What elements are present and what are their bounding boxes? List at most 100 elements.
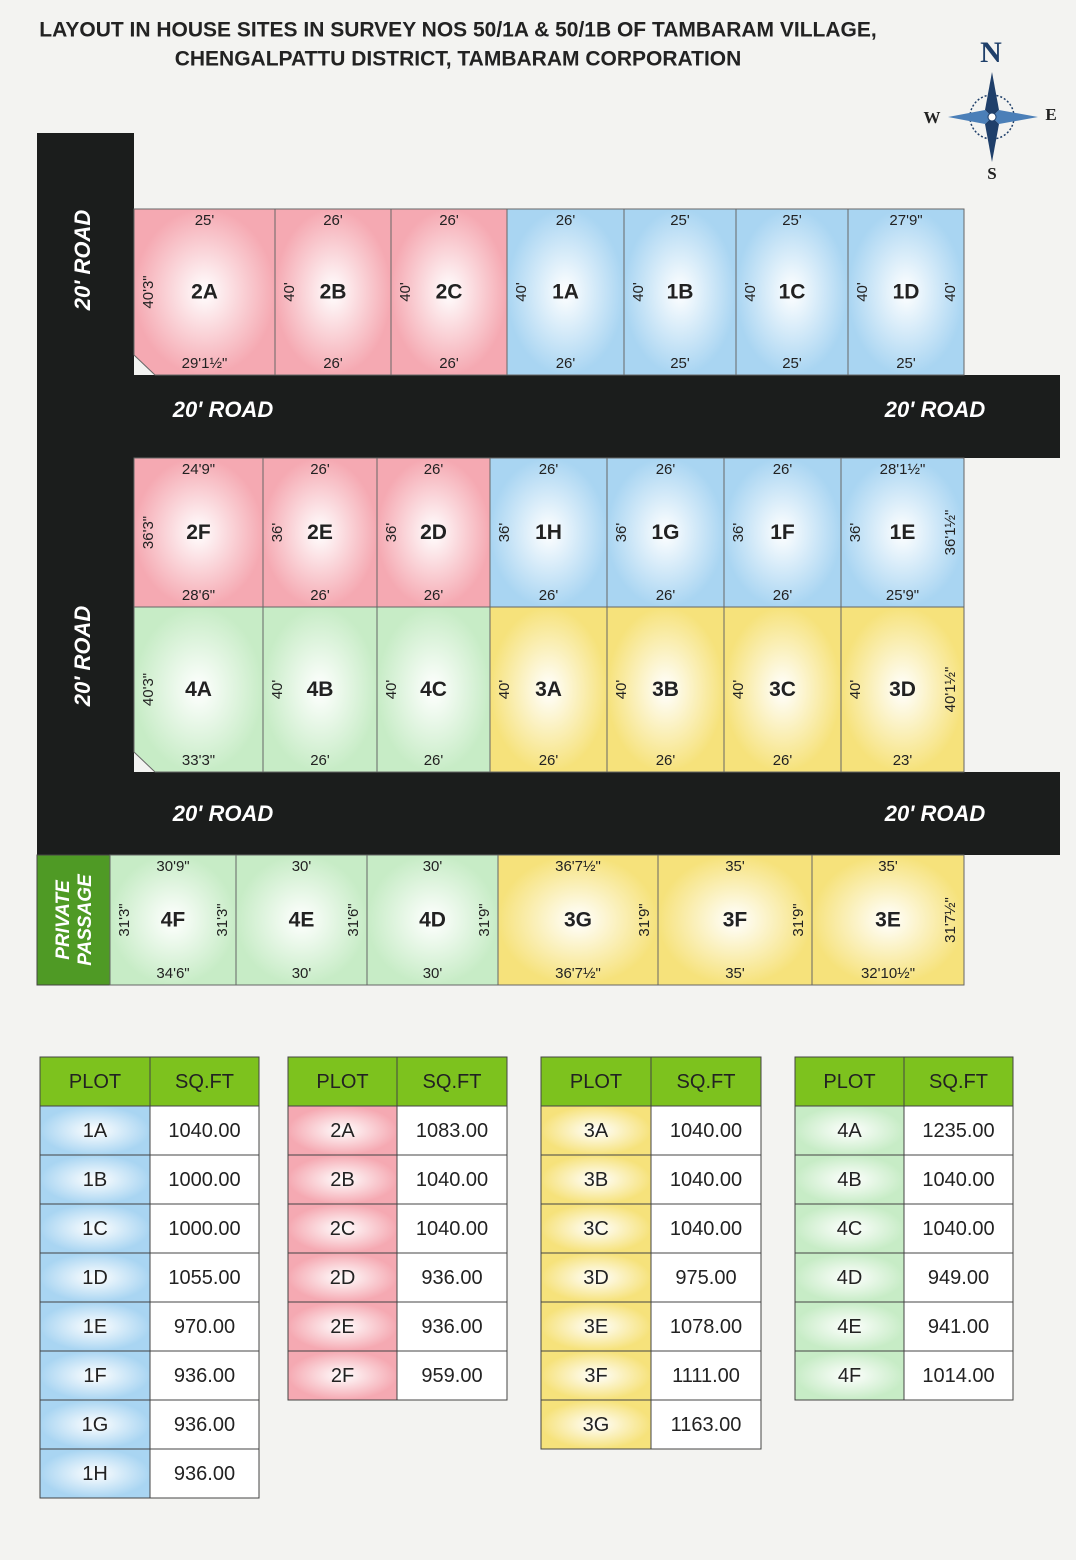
area-cell (149, 1301, 260, 1352)
dimension: 40'1½" (942, 667, 959, 713)
plot-name: 1F (770, 521, 795, 544)
dimension: 25' (195, 212, 215, 229)
road-label: 20' ROAD (172, 397, 274, 422)
plot-id: 1F (83, 1365, 106, 1387)
dimension: 26' (539, 752, 559, 769)
plot-area: 1000.00 (168, 1169, 240, 1191)
dimension: 30' (292, 858, 312, 875)
road-label: 20' ROAD (172, 801, 274, 826)
area-cell (396, 1350, 508, 1401)
area-cell (650, 1203, 762, 1254)
plot-id: 4F (838, 1365, 861, 1387)
dimension: 35' (725, 858, 745, 875)
plot-area: 1235.00 (922, 1120, 994, 1142)
dimension: 36'3" (140, 516, 157, 549)
plot-name: 3F (723, 909, 748, 932)
dimension: 36' (613, 523, 630, 543)
plot-id: 2D (330, 1267, 356, 1289)
area-cell (903, 1301, 1014, 1352)
dimension: 28'6" (182, 587, 215, 604)
compass-west: W (924, 108, 941, 127)
plot-name: 4D (419, 909, 446, 932)
plot-area: 1055.00 (168, 1267, 240, 1289)
plot-id: 4C (837, 1218, 863, 1240)
plot-cell (794, 1252, 905, 1303)
plot-name: 2B (320, 281, 347, 304)
dimension: 26' (323, 212, 343, 229)
plot-cell (540, 1350, 652, 1401)
dimension: 35' (878, 858, 898, 875)
roads (37, 133, 1060, 855)
plot-id: 3C (583, 1218, 609, 1240)
area-cell (903, 1105, 1014, 1156)
plot-name: 4A (185, 678, 212, 701)
plot-cell (287, 1105, 398, 1156)
plot-name: 4B (307, 678, 334, 701)
header-cell: PLOT (570, 1071, 622, 1093)
title: CHENGALPATTU DISTRICT, TAMBARAM CORPORAT… (175, 48, 742, 71)
dimension: 40' (496, 680, 513, 700)
header-cell: SQ.FT (929, 1071, 988, 1093)
plot-id: 3E (584, 1316, 608, 1338)
dimension: 40'3" (140, 275, 157, 308)
dimension: 26' (556, 212, 576, 229)
plot (133, 606, 264, 773)
dimension: 36' (269, 523, 286, 543)
header-cell: SQ.FT (677, 1071, 736, 1093)
dimension: 36'7½" (555, 858, 601, 875)
plot-name: 1G (651, 521, 679, 544)
plot-name: 2C (436, 281, 463, 304)
dimension: 26' (424, 587, 444, 604)
plot-name: 1A (552, 281, 579, 304)
plot-cell (39, 1105, 151, 1156)
plot-area: 1040.00 (168, 1120, 240, 1142)
plot-cell (794, 1350, 905, 1401)
plot-area: 1040.00 (416, 1218, 488, 1240)
area-cell (650, 1350, 762, 1401)
dimension: 30'9" (156, 858, 189, 875)
plot-id: 1A (83, 1120, 108, 1142)
area-cell (149, 1252, 260, 1303)
plot-id: 1D (82, 1267, 108, 1289)
dimension: 40' (281, 282, 298, 302)
dimension: 40'3" (140, 673, 157, 706)
title: LAYOUT IN HOUSE SITES IN SURVEY NOS 50/1… (39, 19, 876, 42)
area-cell (650, 1301, 762, 1352)
plot-area: 1040.00 (922, 1169, 994, 1191)
dimension: 30' (292, 965, 312, 982)
dimension: 25'9" (886, 587, 919, 604)
area-cell (650, 1252, 762, 1303)
dimension: 24'9" (182, 461, 215, 478)
plot-area: 1163.00 (671, 1414, 742, 1436)
dimension: 25' (896, 355, 916, 372)
dimension: 26' (310, 461, 330, 478)
plot-cell (540, 1154, 652, 1205)
dimension: 40' (630, 282, 647, 302)
plot-area: 936.00 (421, 1267, 482, 1289)
dimension: 26' (773, 587, 793, 604)
header-cell: PLOT (316, 1071, 368, 1093)
plot-name: 3G (564, 909, 592, 932)
dimension: 26' (424, 461, 444, 478)
dimension: 31'9" (636, 903, 653, 936)
plot-area: 1000.00 (168, 1218, 240, 1240)
plot-id: 2A (330, 1120, 355, 1142)
dimension: 26' (424, 752, 444, 769)
area-cell (396, 1301, 508, 1352)
plot (840, 606, 965, 773)
plot-name: 2F (186, 521, 211, 544)
dimension: 36' (496, 523, 513, 543)
plot-id: 3F (584, 1365, 607, 1387)
road-label: 20' ROAD (884, 801, 986, 826)
area-cell (650, 1154, 762, 1205)
plot-id: 4A (837, 1120, 862, 1142)
area-cell (396, 1252, 508, 1303)
plot-id: 1E (83, 1316, 107, 1338)
compass (948, 72, 1038, 162)
plot-id: 3D (583, 1267, 609, 1289)
dimension: 26' (310, 587, 330, 604)
plot-name: 1B (667, 281, 694, 304)
dimension: 31'7½" (942, 897, 959, 943)
plot-area: 941.00 (928, 1316, 989, 1338)
plot-cell (287, 1350, 398, 1401)
